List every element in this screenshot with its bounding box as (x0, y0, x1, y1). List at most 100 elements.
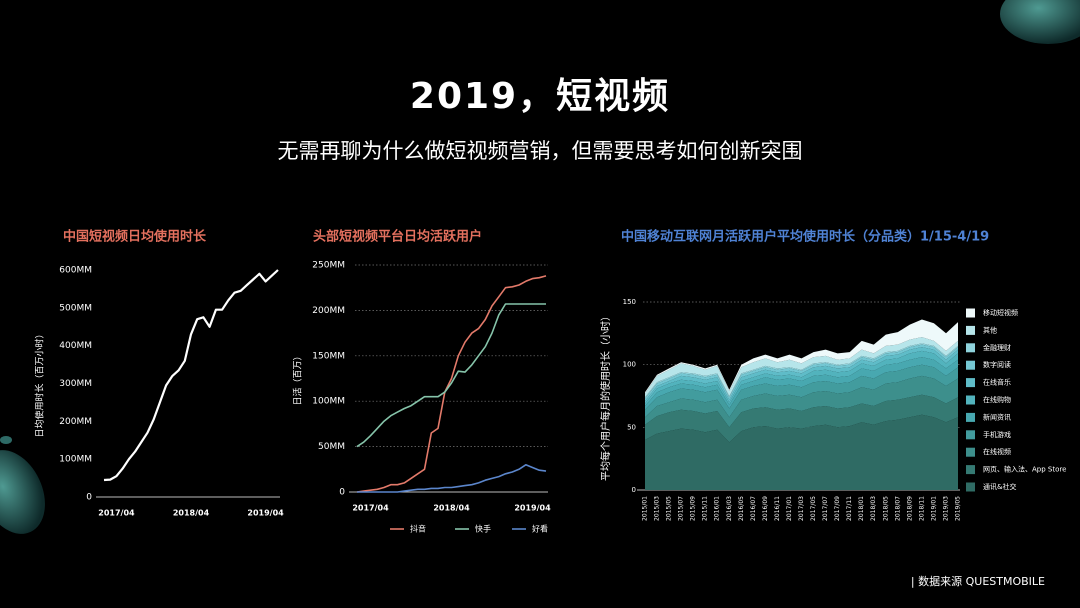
x-tick-label: 2018/07 (894, 496, 901, 521)
y-tick-label: 600MM (59, 266, 92, 276)
source: | 数据来源 QUESTMOBILE (911, 574, 1045, 588)
legend-label: 抖音 (410, 524, 426, 534)
decoration (0, 436, 12, 444)
legend-label: 好看 (532, 524, 548, 534)
x-tick-label: 2019/04 (247, 509, 284, 518)
legend-label: 快手 (475, 524, 491, 534)
x-tick-label: 2019/03 (942, 496, 949, 521)
legend-swatch (966, 447, 975, 457)
slide-title: 2019，短视频 (410, 76, 670, 117)
x-tick-label: 2017/11 (846, 496, 853, 521)
data-line (356, 303, 546, 448)
y-tick-label: 50 (627, 423, 636, 431)
y-tick-label: 300MM (59, 379, 92, 389)
area-layer (645, 375, 958, 428)
area-layer (645, 350, 958, 406)
x-tick-label: 2018/04 (173, 509, 210, 518)
area-layer (645, 357, 958, 410)
legend-label: 在线购物 (983, 395, 1011, 404)
legend-swatch (966, 482, 975, 492)
x-tick-label: 2017/07 (822, 496, 829, 521)
legend-label: 通讯&社交 (983, 482, 1016, 491)
legend-label: 其他 (983, 325, 997, 334)
x-tick-label: 2015/03 (654, 496, 661, 521)
x-tick-label: 2017/09 (834, 496, 841, 521)
x-tick-label: 2017/03 (798, 496, 805, 521)
x-tick-label: 2016/09 (762, 496, 769, 521)
y-tick-label: 150 (623, 298, 636, 306)
area-layer (645, 394, 958, 443)
legend-label: 网页、输入法、App Store (983, 465, 1066, 474)
decoration (1000, 0, 1080, 44)
x-tick-label: 2018/09 (906, 496, 913, 521)
x-tick-label: 2016/07 (750, 496, 757, 521)
area-layer (645, 347, 958, 404)
y-tick-label: 200MM (312, 306, 345, 316)
y-tick-label: 0 (632, 486, 636, 494)
legend-swatch (966, 378, 975, 388)
x-tick-label: 2015/05 (666, 496, 673, 521)
legend-swatch (966, 395, 975, 405)
legend-label: 手机游戏 (983, 430, 1011, 439)
chart-title: 头部短视频平台日均活跃用户 (313, 229, 482, 245)
decoration (0, 450, 45, 534)
x-tick-label: 2019/05 (955, 496, 962, 521)
x-tick-label: 2019/04 (514, 504, 551, 513)
x-tick-label: 2017/04 (352, 504, 389, 513)
legend-label: 在线视频 (983, 447, 1011, 456)
y-tick-label: 100MM (312, 397, 345, 407)
legend-swatch (966, 325, 975, 335)
y-tick-label: 150MM (312, 351, 345, 361)
y-tick-label: 50MM (318, 442, 345, 452)
area-layer (645, 319, 958, 394)
legend-swatch (966, 465, 975, 475)
x-tick-label: 2016/05 (738, 496, 745, 521)
x-tick-label: 2016/01 (714, 496, 721, 521)
x-tick-label: 2018/03 (870, 496, 877, 521)
y-tick-label: 100 (623, 361, 636, 369)
x-tick-label: 2019/01 (930, 496, 937, 521)
x-tick-label: 2018/11 (918, 496, 925, 521)
y-tick-label: 250MM (312, 261, 345, 271)
y-tick-label: 0 (339, 488, 345, 498)
data-line (103, 269, 279, 482)
x-tick-label: 2016/11 (774, 496, 781, 521)
x-tick-label: 2015/07 (678, 496, 685, 521)
x-tick-label: 2017/05 (810, 496, 817, 521)
legend-swatch (966, 430, 975, 440)
legend-swatch (966, 343, 975, 353)
x-tick-label: 2015/09 (690, 496, 697, 521)
area-layer (645, 344, 958, 401)
legend-label: 金融理财 (983, 343, 1011, 352)
data-line (356, 275, 547, 493)
x-tick-label: 2018/05 (882, 496, 889, 521)
slide-subtitle: 无需再聊为什么做短视频营销，但需要思考如何创新突围 (278, 139, 803, 163)
chart-title: 中国移动互联网月活跃用户平均使用时长（分品类）1/15-4/19 (621, 229, 989, 245)
x-tick-label: 2018/04 (433, 504, 470, 513)
y-axis-label: 日活（百万） (292, 351, 304, 405)
data-line (357, 464, 547, 493)
y-tick-label: 400MM (59, 341, 92, 351)
x-tick-label: 2015/01 (642, 496, 649, 521)
x-tick-label: 2016/03 (726, 496, 733, 521)
legend-swatch (966, 412, 975, 422)
x-tick-label: 2015/11 (702, 496, 709, 521)
y-tick-label: 100MM (59, 455, 92, 465)
area-layer (645, 343, 958, 399)
legend-swatch (966, 308, 975, 318)
y-tick-label: 500MM (59, 303, 92, 313)
area-layer (645, 414, 958, 490)
legend-label: 移动短视频 (983, 308, 1018, 317)
y-axis-label: 日均使用时长（百万小时） (34, 329, 46, 437)
legend-label: 数字阅读 (983, 360, 1011, 369)
area-layer (645, 337, 958, 398)
legend-swatch (966, 360, 975, 370)
x-tick-label: 2017/04 (98, 509, 135, 518)
y-axis-label: 平均每个用户每月的使用时长（小时） (599, 311, 612, 481)
x-tick-label: 2018/01 (858, 496, 865, 521)
legend-label: 在线音乐 (983, 378, 1011, 387)
chart-title: 中国短视频日均使用时长 (63, 229, 207, 245)
area-layer (645, 364, 958, 418)
legend-label: 新闻资讯 (983, 412, 1011, 421)
